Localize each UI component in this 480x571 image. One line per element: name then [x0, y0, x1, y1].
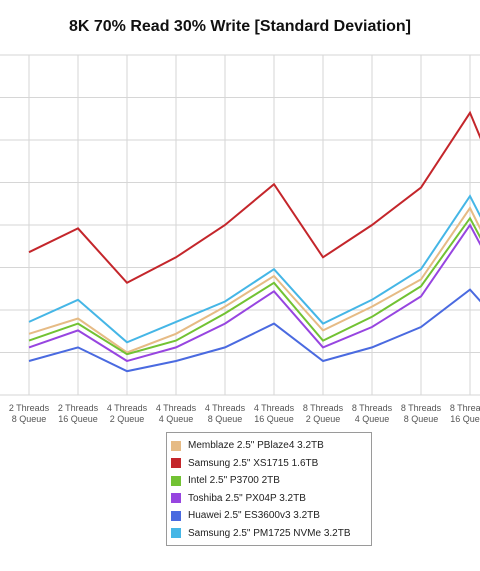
- x-tick-label: 8 Threads 8 Queue: [401, 403, 442, 424]
- legend-swatch: [171, 475, 181, 486]
- gridlines: [0, 54, 480, 396]
- legend-label: Memblaze 2.5" PBlaze4 3.2TB: [188, 440, 324, 452]
- series-line: [28, 194, 480, 344]
- legend-label: Intel 2.5" P3700 2TB: [188, 475, 280, 487]
- legend-label: Huawei 2.5" ES3600v3 3.2TB: [188, 510, 320, 522]
- legend-swatch: [171, 528, 181, 539]
- legend-item: Intel 2.5" P3700 2TB: [171, 472, 371, 490]
- legend-label: Samsung 2.5" XS1715 1.6TB: [188, 457, 319, 469]
- legend-label: Toshiba 2.5" PX04P 3.2TB: [188, 492, 306, 504]
- x-tick-label: 4 Threads 4 Queue: [156, 403, 197, 424]
- series-line: [28, 216, 480, 356]
- legend-swatch: [171, 493, 181, 504]
- legend-item: Memblaze 2.5" PBlaze4 3.2TB: [171, 437, 371, 455]
- x-axis-labels: 2 Threads 8 Queue 2 Threads 16 Queue 4 Threa…: [9, 403, 480, 424]
- legend: Memblaze 2.5" PBlaze4 3.2TB Samsung 2.5" …: [166, 432, 372, 546]
- x-tick-label: 4 Threads 8 Queue: [205, 403, 246, 424]
- legend-item: Toshiba 2.5" PX04P 3.2TB: [171, 490, 371, 508]
- series-lines: [28, 110, 480, 373]
- legend-label: Samsung 2.5" PM1725 NVMe 3.2TB: [188, 527, 351, 539]
- legend-swatch: [171, 510, 181, 521]
- legend-item: Huawei 2.5" ES3600v3 3.2TB: [171, 507, 371, 525]
- x-tick-label: 8 Threads 4 Queue: [352, 403, 393, 424]
- chart-title: 8K 70% Read 30% Write [Standard Deviatio…: [68, 18, 412, 35]
- legend-swatch: [171, 440, 181, 451]
- legend-item: Samsung 2.5" PM1725 NVMe 3.2TB: [171, 525, 371, 543]
- x-tick-label: 4 Threads 16 Queue: [254, 403, 295, 424]
- x-tick-label: 8 Threads 2 Queue: [303, 403, 344, 424]
- x-tick-label: 2 Threads 8 Queue: [9, 403, 50, 424]
- x-tick-label: 4 Threads 2 Queue: [107, 403, 148, 424]
- series-line: [28, 206, 480, 354]
- x-tick-label: 2 Threads 16 Queue: [58, 403, 99, 424]
- series-line: [28, 110, 480, 285]
- legend-swatch: [171, 458, 181, 469]
- legend-item: Samsung 2.5" XS1715 1.6TB: [171, 455, 371, 473]
- series-line: [28, 288, 480, 373]
- series-line: [28, 223, 480, 363]
